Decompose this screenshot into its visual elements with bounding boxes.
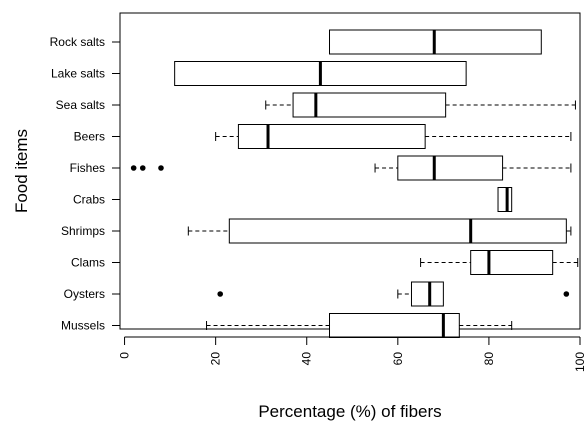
category-label-fishes: Fishes	[70, 161, 105, 175]
x-axis-title: Percentage (%) of fibers	[258, 402, 441, 421]
x-tick-label: 100	[573, 352, 587, 372]
outlier-point	[158, 165, 164, 171]
box-crabs	[497, 187, 513, 212]
x-axis: 0 20 40 60 80 100	[118, 336, 587, 372]
x-tick-label: 80	[482, 352, 496, 366]
box-iqr	[228, 218, 567, 244]
box-rock-salts	[329, 29, 542, 55]
x-tick-label: 60	[391, 352, 405, 366]
box-oysters	[217, 281, 570, 307]
outlier-point	[563, 291, 570, 297]
category-label-shrimps: Shrimps	[61, 224, 105, 238]
category-label-rock-salts: Rock salts	[50, 35, 105, 49]
box-iqr	[292, 92, 447, 118]
box-lake-salts	[174, 61, 467, 86]
box-beers	[215, 124, 572, 149]
category-label-beers: Beers	[74, 130, 105, 144]
box-fishes	[130, 155, 572, 181]
box-iqr	[237, 124, 426, 149]
category-label-clams: Clams	[71, 256, 105, 270]
plot-marks	[130, 29, 579, 338]
x-tick-label: 40	[300, 352, 314, 366]
category-label-crabs: Crabs	[73, 193, 105, 207]
category-label-oysters: Oysters	[64, 287, 105, 301]
category-label-mussels: Mussels	[61, 319, 105, 333]
box-iqr	[397, 155, 504, 181]
x-tick-label: 0	[118, 352, 132, 359]
y-axis-title: Food items	[12, 129, 31, 213]
box-shrimps	[187, 218, 572, 244]
outlier-point	[130, 165, 137, 171]
outlier-point	[217, 291, 223, 297]
box-sea-salts	[265, 92, 576, 118]
outlier-point	[139, 165, 146, 171]
x-tick-label: 20	[209, 352, 223, 366]
category-label-lake-salts: Lake salts	[51, 67, 105, 81]
box-iqr	[470, 250, 554, 275]
category-label-sea-salts: Sea salts	[56, 98, 105, 112]
category-labels: Rock salts Lake salts Sea salts Beers Fishes…	[50, 35, 120, 333]
box-mussels	[206, 313, 513, 338]
box-iqr	[497, 187, 513, 212]
box-iqr	[329, 313, 460, 338]
box-iqr	[410, 281, 444, 307]
box-clams	[420, 250, 579, 275]
